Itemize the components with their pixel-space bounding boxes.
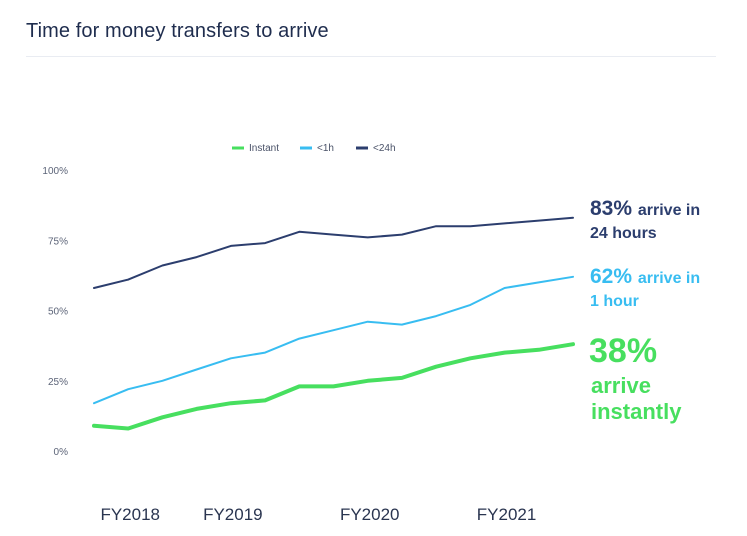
- series-line: [93, 216, 574, 289]
- series-line: [93, 275, 574, 405]
- y-tick-label: 75%: [48, 236, 68, 247]
- legend-label: <1h: [317, 143, 334, 154]
- x-tick-label: FY2018: [100, 505, 160, 524]
- page-title: Time for money transfers to arrive: [26, 20, 329, 42]
- legend: Instant <1h <24h: [232, 143, 396, 154]
- annotation-percent: 38%: [589, 332, 657, 370]
- series-line: [92, 342, 575, 431]
- y-tick-label: 25%: [48, 377, 68, 388]
- annotation-text: 83% arrive in: [590, 197, 700, 220]
- annotation-text: 1 hour: [590, 293, 639, 310]
- y-tick-label: 100%: [42, 166, 68, 177]
- y-tick-label: 0%: [54, 447, 69, 458]
- x-tick-label: FY2021: [477, 505, 537, 524]
- annotation-percent: 83%: [590, 197, 638, 220]
- annotation: 62% arrive in 1 hour: [590, 265, 700, 310]
- annotation-text: 24 hours: [590, 225, 657, 242]
- annotation-text: instantly: [591, 399, 682, 424]
- annotation-text: arrive: [591, 373, 651, 398]
- series-lines: [92, 216, 575, 431]
- y-tick-label: 50%: [48, 307, 68, 318]
- annotation-percent: 62%: [590, 265, 638, 288]
- annotation-text: 62% arrive in: [590, 265, 700, 288]
- legend-label: <24h: [373, 143, 396, 154]
- x-tick-label: FY2020: [340, 505, 400, 524]
- title-divider: [26, 56, 716, 57]
- y-axis: 0% 25% 50% 75% 100%: [42, 166, 68, 458]
- x-axis: FY2018 FY2019 FY2020 FY2021: [100, 505, 536, 524]
- annotations: 83% arrive in 24 hours 62% arrive in 1 hour…: [589, 197, 700, 424]
- x-tick-label: FY2019: [203, 505, 263, 524]
- legend-label: Instant: [249, 143, 279, 154]
- annotation: 83% arrive in 24 hours: [590, 197, 700, 242]
